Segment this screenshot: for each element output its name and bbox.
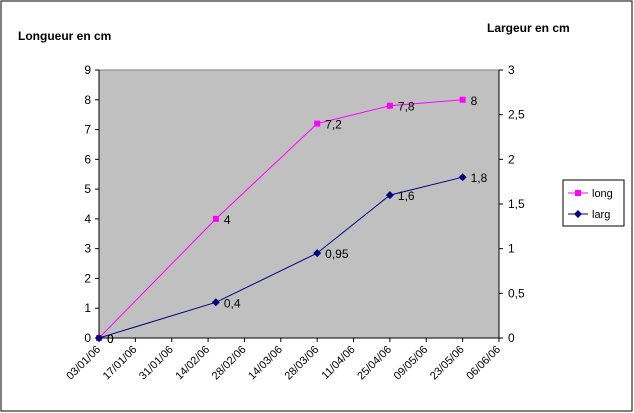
data-point-larg: [385, 191, 394, 200]
legend-box: [562, 179, 625, 227]
data-point-larg: [211, 298, 220, 307]
plot-area: [98, 69, 500, 339]
data-label-long: 7,2: [325, 118, 342, 132]
right-tick-label: 1,5: [508, 197, 525, 211]
left-tick-label: 7: [84, 123, 91, 137]
data-label-larg: 0: [107, 332, 114, 346]
right-tick-label: 1: [508, 242, 515, 256]
left-tick-label: 2: [84, 271, 91, 285]
data-point-long: [212, 215, 219, 222]
data-point-larg: [95, 334, 103, 342]
left-tick-label: 4: [84, 212, 91, 226]
left-tick-label: 6: [84, 152, 91, 166]
right-tick-label: 0,5: [508, 286, 525, 300]
left-tick-label: 0: [84, 331, 91, 345]
legend-label-long: long: [592, 188, 613, 200]
data-label-larg: 0,4: [224, 296, 241, 310]
series-long: 0 4 7,2 7,8 8: [96, 94, 478, 346]
data-point-long: [386, 102, 393, 109]
data-label-larg: 1,6: [398, 189, 415, 203]
legend-label-larg: larg: [592, 209, 610, 221]
data-label-long: 8: [471, 94, 478, 108]
left-tick-label: 1: [84, 301, 91, 315]
legend-marker-long: [575, 190, 581, 196]
right-tick-label: 0: [508, 331, 515, 345]
data-label-larg: 0,95: [325, 247, 349, 261]
right-tick-label: 2,5: [508, 108, 525, 122]
data-point-larg: [458, 173, 467, 182]
data-point-long: [314, 120, 321, 127]
right-tick-label: 2: [508, 152, 515, 166]
legend: long larg: [562, 179, 625, 227]
data-label-long: 7,8: [398, 100, 415, 114]
data-label-long: 4: [224, 213, 231, 227]
data-point-larg: [313, 249, 322, 258]
right-axis-title: Largeur en cm: [487, 21, 570, 35]
data-label-long: 0: [107, 332, 114, 346]
legend-marker-larg: [574, 210, 582, 218]
data-point-long: [459, 96, 466, 103]
left-tick-label: 8: [84, 93, 91, 107]
left-tick-label: 3: [84, 242, 91, 256]
left-tick-label: 9: [84, 63, 91, 77]
left-tick-label: 5: [84, 182, 91, 196]
series-larg: 0 0,4 0,95 1,6 1,8: [95, 171, 488, 346]
series-layer: 047,27,8 800,40,951,61,8: [95, 94, 488, 346]
left-axis-title: Longueur en cm: [18, 29, 111, 43]
right-tick-label: 3: [508, 63, 515, 77]
data-label-larg: 1,8: [471, 171, 488, 185]
